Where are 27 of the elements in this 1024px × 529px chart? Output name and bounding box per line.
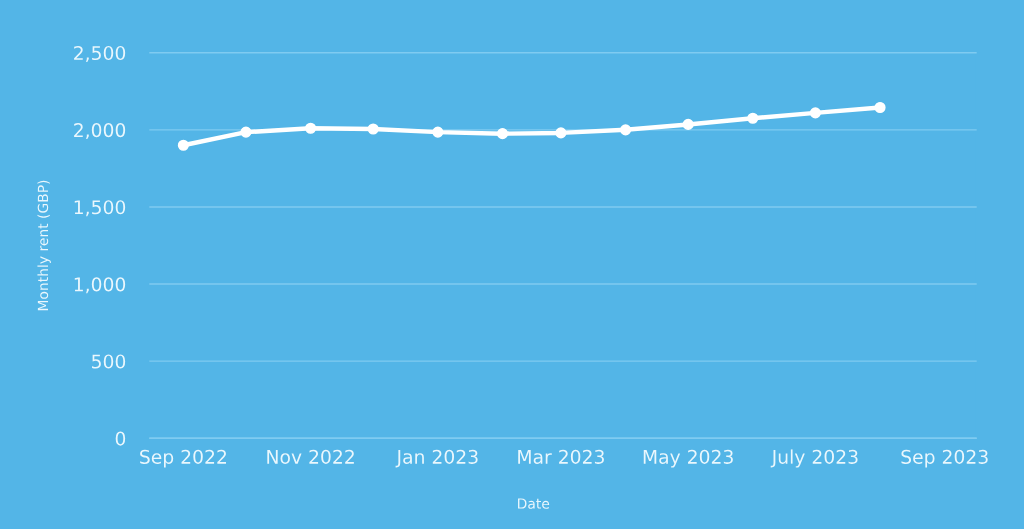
point xyxy=(747,112,759,124)
point xyxy=(874,101,886,114)
point xyxy=(367,123,379,135)
x-tick-label: July 2023 xyxy=(770,449,858,468)
x-tick-label: Sep 2023 xyxy=(901,449,988,468)
x-tick-label: Jan 2023 xyxy=(395,449,478,468)
point xyxy=(809,107,821,119)
point xyxy=(496,128,509,140)
x-tick-label: Mar 2023 xyxy=(518,449,604,464)
point xyxy=(240,126,252,138)
point xyxy=(682,118,694,130)
x-tick-label: May 2023 xyxy=(643,449,733,468)
x-tick-label: Nov 2022 xyxy=(267,449,354,464)
x-tick-label: Sep 2022 xyxy=(140,449,226,468)
point xyxy=(305,122,317,134)
y-tick-label: 1,000 xyxy=(74,277,126,294)
point xyxy=(620,124,632,136)
y-tick-label: 1,500 xyxy=(74,200,126,217)
y-tick-label: 2,000 xyxy=(74,123,126,140)
point xyxy=(432,126,444,138)
y-tick-label: 500 xyxy=(92,354,126,369)
y-axis-title: Monthly rent (GBP) xyxy=(37,180,51,311)
point xyxy=(177,139,189,151)
y-tick-label: 0 xyxy=(115,431,126,446)
point xyxy=(555,127,567,139)
x-axis-title: Date xyxy=(518,498,550,509)
y-tick-label: 2,500 xyxy=(74,45,126,62)
